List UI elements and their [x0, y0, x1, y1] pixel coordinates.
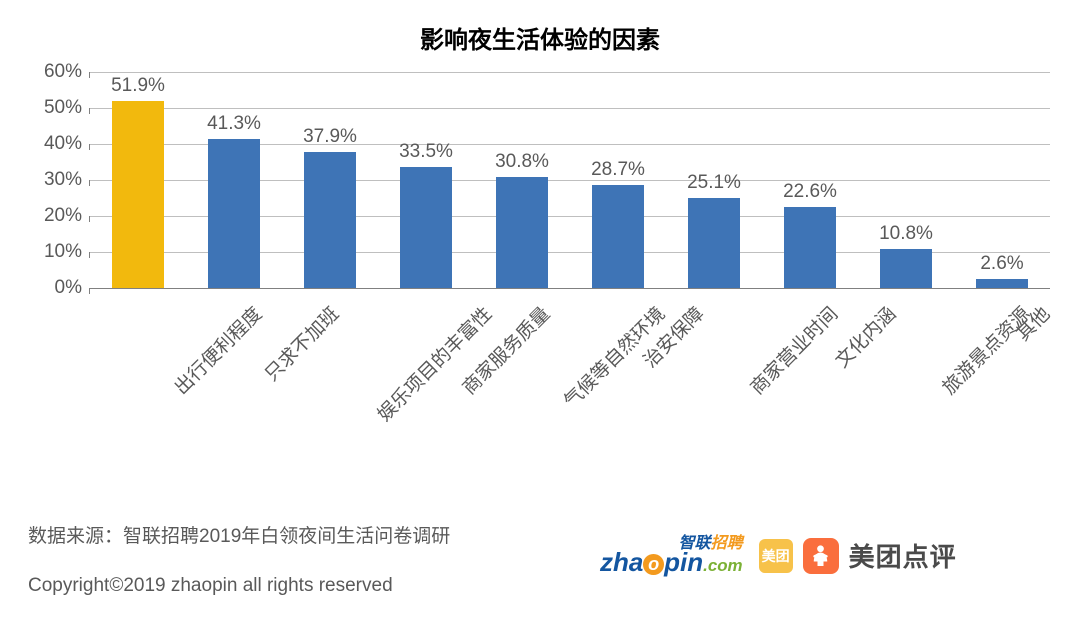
x-tick-label: 只求不加班 — [258, 300, 344, 386]
x-tick-label: 文化内涵 — [828, 300, 901, 373]
footer-line: Copyright©2019 zhaopin all rights reserv… — [28, 569, 450, 603]
footer-line: 数据来源：智联招聘2019年白领夜间生活问卷调研 — [28, 520, 450, 554]
footer-attribution: 数据来源：智联招聘2019年白领夜间生活问卷调研 Copyright©2019 z… — [28, 520, 450, 603]
meituan-logo: 美团 — [759, 539, 793, 573]
y-tick-mark — [89, 288, 90, 294]
chart-plot-area: 0%10%20%30%40%50%60%51.9%出行便利程度41.3%只求不加… — [90, 72, 1050, 288]
bar-value-label: 2.6% — [522, 253, 1080, 275]
bar — [976, 279, 1029, 288]
dianping-logo-icon — [803, 538, 839, 574]
dianping-logo-text: 美团点评 — [849, 537, 957, 574]
logo-row: 智联招聘zhaopin.com 美团 美团点评 — [600, 536, 957, 575]
bar-value-label: 10.8% — [426, 223, 1080, 245]
y-tick-label: 20% — [44, 205, 82, 227]
y-tick-label: 0% — [55, 277, 82, 299]
gridline — [90, 288, 1050, 289]
chart-title: 影响夜生活体验的因素 — [0, 20, 1080, 55]
y-tick-mark — [89, 180, 90, 186]
x-tick-label: 出行便利程度 — [167, 300, 267, 400]
y-tick-mark — [89, 216, 90, 222]
bar-value-label: 51.9% — [0, 75, 618, 97]
gridline — [90, 72, 1050, 73]
gridline — [90, 108, 1050, 109]
bar-value-label: 22.6% — [330, 181, 1080, 203]
bar — [784, 207, 837, 288]
y-tick-mark — [89, 252, 90, 258]
zhaopin-logo-en: zhaopin.com — [600, 549, 743, 575]
y-tick-label: 10% — [44, 241, 82, 263]
zhaopin-logo: 智联招聘zhaopin.com — [600, 536, 743, 575]
x-tick-label: 商家营业时间 — [743, 300, 843, 400]
